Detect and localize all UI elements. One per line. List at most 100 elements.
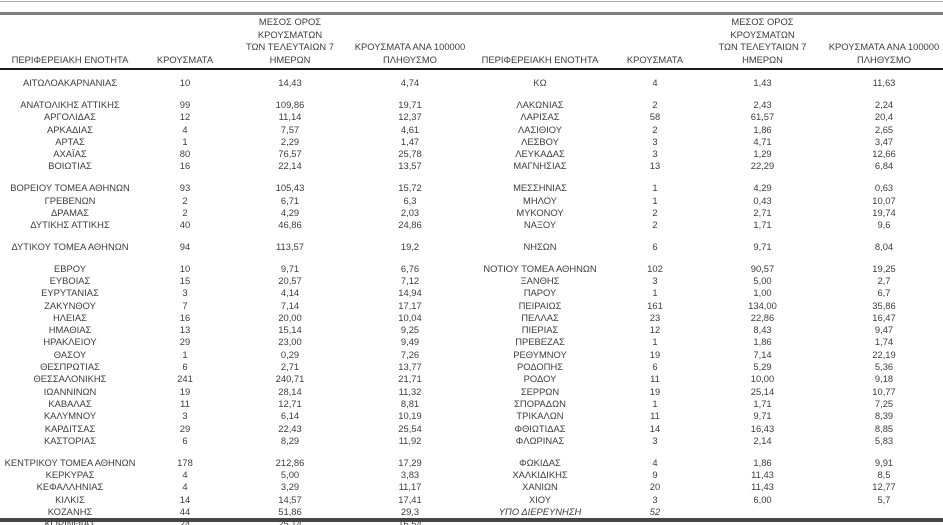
spacer-row: [0, 447, 943, 457]
left-region-cell: ΑΡΓΟΛΙΔΑΣ: [44, 111, 96, 123]
left-per100k-cell: 14,94: [398, 287, 422, 299]
left-cases-cell: 241: [177, 373, 193, 385]
right-per100k-cell: 3,47: [874, 135, 894, 147]
right-per100k-cell: 1,74: [874, 336, 894, 348]
left-region-cell: ΚΕΝΤΡΙΚΟΥ ΤΟΜΕΑ ΑΘΗΝΩΝ: [4, 456, 136, 468]
regional-cases-table: ΠΕΡΙΦΕΡΕΙΑΚΗ ΕΝΟΤΗΤΑ ΚΡΟΥΣΜΑΤΑ ΜΕΣΟΣ ΟΡΟ…: [0, 16, 943, 525]
right-cases-cell: 3: [652, 275, 658, 286]
right-region-cell: ΡΕΘΥΜΝΟΥ: [513, 348, 567, 360]
left-cases-cell: 4: [182, 123, 188, 135]
left-avg7-cell: 12,71: [278, 397, 302, 409]
table-body: ΑΙΤΩΛΟΑΚΑΡΝΑΝΙΑΣ 10 14,43 4,74 ΚΩ 4 1,43 11,63 Α…: [0, 69, 943, 525]
right-avg7-cell: 11,43: [751, 481, 774, 493]
left-per100k-cell: 17,29: [398, 456, 422, 468]
left-cases-cell: 19: [179, 385, 191, 397]
table-row: ΑΡΚΑΔΙΑΣ 4 7,57 4,61 ΛΑΣΙΘΙΟΥ 2 1,86 2,65: [0, 123, 943, 135]
right-per100k-cell: 0,63: [874, 182, 894, 194]
right-avg7-cell: 7,14: [753, 348, 772, 360]
right-cases-cell: 19: [649, 385, 661, 397]
left-per100k-cell: 25,54: [398, 422, 422, 434]
left-region-cell: ΑΡΚΑΔΙΑΣ: [47, 123, 93, 135]
left-avg7-cell: 8,29: [280, 434, 300, 446]
right-avg7-cell: 9,71: [753, 240, 772, 252]
left-avg7-cell: 3,29: [280, 481, 300, 493]
right-cases-cell: 102: [647, 262, 663, 274]
right-per100k-cell: 10,77: [872, 385, 896, 397]
left-cases-header: ΚΡΟΥΣΜΑΤΑ: [140, 16, 230, 70]
table-row: ΙΩΑΝΝΙΝΩΝ 19 28,14 11,32 ΣΕΡΡΩΝ 19 25,14 10,77: [0, 386, 943, 398]
table-row: ΚΑΣΤΟΡΙΑΣ 6 8,29 11,92 ΦΛΩΡΙΝΑΣ 3 2,14 5,83: [0, 435, 943, 447]
table-row: ΑΝΑΤΟΛΙΚΗΣ ΑΤΤΙΚΗΣ 99 109,86 19,71 ΛΑΚΩΝΙΑΣ 2…: [0, 99, 943, 111]
left-region-cell: ΙΩΑΝΝΙΝΩΝ: [43, 385, 97, 397]
right-region-cell: ΠΑΡΟΥ: [523, 287, 557, 299]
right-avg7-cell: 5,00: [753, 275, 772, 286]
left-avg7-cell: 76,57: [278, 148, 302, 160]
right-per100k-cell: 22,19: [872, 348, 896, 360]
right-region-cell: ΜΑΓΝΗΣΙΑΣ: [513, 160, 567, 172]
spacer-row: [0, 173, 943, 183]
table-row: ΔΥΤΙΚΗΣ ΑΤΤΙΚΗΣ 40 46,86 24,86 ΝΑΞΟΥ 2 1,71 9,6: [0, 219, 943, 231]
right-avg7-cell: 6,00: [753, 493, 772, 505]
left-per100k-cell: 4,61: [400, 123, 420, 135]
right-cases-cell: 1: [652, 336, 658, 348]
left-cases-cell: 1: [182, 348, 188, 360]
right-per100k-cell: 8,5: [877, 468, 891, 480]
left-avg7-cell: 51,86: [278, 505, 302, 517]
right-cases-cell: 1: [652, 287, 658, 299]
left-per100k-cell: 19,2: [400, 240, 420, 252]
spacer-row: [0, 253, 943, 263]
left-cases-cell: 44: [179, 505, 191, 517]
right-region-cell: ΛΑΚΩΝΙΑΣ: [516, 98, 564, 110]
left-avg7-cell: 9,71: [280, 262, 300, 274]
top-thin-rule: [0, 1, 943, 2]
right-per100k-cell: 9,6: [877, 219, 891, 231]
right-per100k-cell: 8,39: [874, 410, 894, 422]
right-avg7-cell: 2,71: [753, 206, 772, 218]
left-avg7-cell: 2,29: [280, 135, 300, 147]
left-cases-cell: 29: [179, 422, 191, 434]
left-per100k-cell: 9,49: [400, 336, 420, 348]
table-row: ΚΙΛΚΙΣ 14 14,57 17,41 ΧΙΟΥ 3 6,00 5,7: [0, 493, 943, 505]
right-cases-cell: 6: [652, 240, 658, 252]
left-cases-cell: 10: [179, 77, 191, 89]
right-per100k-cell: 5,7: [877, 493, 891, 505]
right-region-cell: ΝΟΤΙΟΥ ΤΟΜΕΑ ΑΘΗΝΩΝ: [483, 262, 597, 274]
right-region-cell: ΜΗΛΟΥ: [523, 194, 557, 206]
right-per100k-cell: 2,24: [874, 98, 894, 110]
table-row: ΚΕΦΑΛΛΗΝΙΑΣ 4 3,29 11,17 ΧΑΝΙΩΝ 20 11,43 12,77: [0, 481, 943, 493]
right-avg7-cell: 61,57: [750, 111, 775, 123]
table-row: ΘΑΣΟΥ 1 0,29 7,26 ΡΕΘΥΜΝΟΥ 19 7,14 22,19: [0, 349, 943, 361]
right-per100k-cell: 19,25: [872, 262, 896, 274]
left-per100k-cell: 7,12: [400, 275, 420, 286]
left-avg7-cell: 11,14: [278, 111, 302, 123]
left-region-cell: ΚΕΡΚΥΡΑΣ: [45, 468, 95, 480]
left-cases-cell: 3: [182, 287, 188, 299]
right-avg7-cell: 4,71: [753, 135, 772, 147]
right-avg7-cell: 5,29: [753, 361, 772, 373]
left-per100k-cell: 6,3: [403, 194, 417, 206]
right-cases-cell: 3: [652, 148, 658, 160]
left-region-cell: ΚΑΒΑΛΑΣ: [48, 397, 92, 409]
left-region-cell: ΕΒΡΟΥ: [53, 262, 86, 274]
left-per100k-cell: 11,92: [398, 434, 422, 446]
left-cases-cell: 15: [179, 275, 191, 286]
left-avg7-cell: 46,86: [278, 219, 302, 231]
table-row: ΒΟΡΕΙΟΥ ΤΟΜΕΑ ΑΘΗΝΩΝ 93 105,43 15,72 ΜΕΣΣΗΝΙ…: [0, 182, 943, 194]
right-per100k-cell: 9,91: [874, 456, 894, 468]
right-per100k-cell: 12,77: [872, 481, 896, 493]
left-avg7-cell: 15,14: [278, 324, 302, 336]
spacer-cell: [0, 447, 943, 457]
right-avg7-cell: 9,71: [753, 410, 772, 422]
right-avg7-cell: 8,43: [753, 324, 772, 336]
right-cases-cell: 1: [652, 194, 658, 206]
right-region-cell: ΤΡΙΚΑΛΩΝ: [516, 410, 564, 422]
left-cases-cell: 99: [179, 98, 191, 110]
left-avg7-cell: 20,00: [278, 311, 302, 323]
left-avg7-cell: 20,57: [278, 275, 302, 286]
right-avg7-header: ΜΕΣΟΣ ΟΡΟΣ ΚΡΟΥΣΜΑΤΩΝ ΤΩΝ ΤΕΛΕΥΤΑΙΩΝ 7 Η…: [700, 16, 825, 70]
left-region-cell: ΔΥΤΙΚΗΣ ΑΤΤΙΚΗΣ: [30, 219, 110, 231]
left-avg7-cell: 14,57: [278, 493, 302, 505]
table-row: ΗΜΑΘΙΑΣ 13 15,14 9,25 ΠΙΕΡΙΑΣ 12 8,43 9,47: [0, 324, 943, 336]
right-cases-cell: 52: [649, 505, 661, 517]
left-per100k-cell: 10,19: [398, 410, 422, 422]
